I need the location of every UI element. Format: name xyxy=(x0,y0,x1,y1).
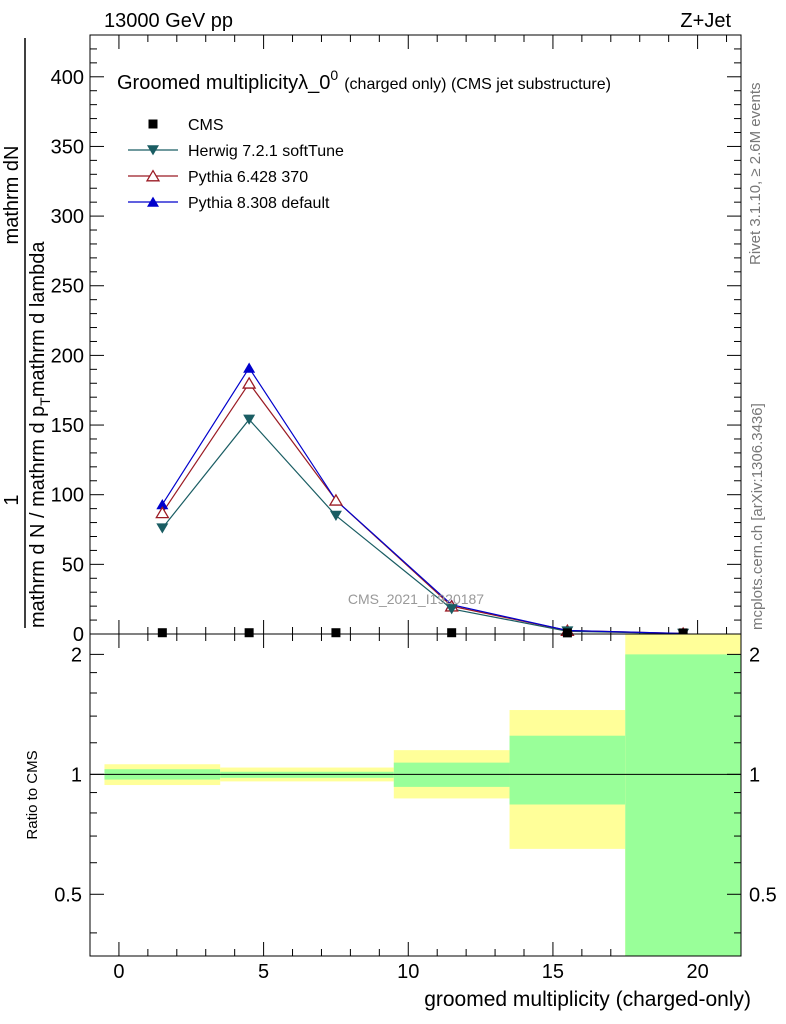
x-tick-label: 0 xyxy=(113,961,124,983)
series-point-cms xyxy=(157,628,167,638)
series-point-cms xyxy=(562,628,572,638)
series-point-pythia-8-308-default xyxy=(243,362,256,373)
ratio-axis-ticks: 0.5 0.51 12 20 5 10 15 20 xyxy=(54,644,777,983)
y-label-prefix: 1 xyxy=(1,494,23,505)
legend-label-herwig-7-2-1-softtune: Herwig 7.2.1 softTune xyxy=(188,143,344,160)
main-y-tick-label: 200 xyxy=(51,345,84,367)
ratio-stat-band xyxy=(509,735,626,805)
ratio-stat-band xyxy=(625,654,741,956)
plot-title-main: Groomed multiplicityλ_0 xyxy=(117,72,330,94)
rivet-label: Rivet 3.1.10, ≥ 2.6M events xyxy=(747,83,764,266)
series-line-pythia-8-308-default xyxy=(161,366,684,635)
main-y-tick-label: 0 xyxy=(73,624,84,646)
main-y-axis-label: 1 mathrm dN mathrm d N / mathrm d pTmath… xyxy=(1,38,53,628)
legend: CMS Herwig 7.2.1 softTune Pythia 6.428 370… xyxy=(128,117,344,212)
legend-label-cms: CMS xyxy=(188,117,224,134)
plot-title: Groomed multiplicityλ_00 (charged only) (… xyxy=(117,67,611,94)
ratio-y-tick-label: 2 xyxy=(71,644,82,666)
series-point-pythia-6-428-370 xyxy=(328,493,344,506)
x-axis-label: groomed multiplicity (charged-only) xyxy=(424,988,751,1011)
series-line-herwig-7-2-1-softtune xyxy=(161,418,684,635)
series-point-pythia-6-428-370 xyxy=(155,506,170,519)
mcplots-label: mcplots.cern.ch [arXiv:1306.3436] xyxy=(749,403,766,630)
main-y-tick-label: 100 xyxy=(51,485,84,507)
x-tick-label: 20 xyxy=(686,961,708,983)
main-y-tick-label: 150 xyxy=(51,415,84,437)
y-label-denominator-suffix: mathrm d lambda xyxy=(27,241,49,397)
plot-title-suffix: (charged only) (CMS jet substructure) xyxy=(344,76,611,93)
legend-marker-cms xyxy=(148,119,158,129)
x-tick-label: 15 xyxy=(542,961,564,983)
analysis-watermark: CMS_2021_I1920187 xyxy=(348,591,484,607)
main-y-tick-label: 250 xyxy=(51,276,84,298)
ratio-plot-frame xyxy=(89,633,742,957)
legend-label-pythia-6-428-370: Pythia 6.428 370 xyxy=(188,169,308,186)
ratio-y-tick-label: 1 xyxy=(71,764,82,786)
legend-marker-herwig-7-2-1-softtune xyxy=(147,145,159,156)
y-label-denominator: mathrm d N / mathrm d pTmathrm d lambda xyxy=(27,241,53,628)
ratio-y-tick-label-right: 2 xyxy=(749,644,760,666)
main-y-tick-label: 400 xyxy=(51,67,84,89)
series-point-cms xyxy=(447,628,457,638)
main-y-tick-label: 300 xyxy=(51,206,84,228)
ratio-y-tick-label: 0.5 xyxy=(54,884,82,906)
legend-marker-pythia-8-308-default xyxy=(147,196,159,207)
plot-title-superscript: 0 xyxy=(330,67,338,83)
ratio-uncertainty-bands xyxy=(104,634,741,956)
y-label-numerator: mathrm dN xyxy=(1,146,23,245)
ratio-plot: 0.5 0.51 12 20 5 10 15 20 xyxy=(54,633,777,983)
ratio-y-tick-label-right: 1 xyxy=(749,764,760,786)
main-series-lines xyxy=(161,366,684,635)
series-point-pythia-6-428-370 xyxy=(241,376,257,389)
main-y-tick-label: 50 xyxy=(62,554,84,576)
ratio-y-tick-label-right: 0.5 xyxy=(749,884,777,906)
series-point-herwig-7-2-1-softtune xyxy=(329,510,342,521)
series-point-herwig-7-2-1-softtune xyxy=(445,604,458,615)
main-y-tick-label: 350 xyxy=(51,136,84,158)
energy-label: 13000 GeV pp xyxy=(104,10,233,32)
series-point-pythia-8-308-default xyxy=(156,499,169,510)
legend-marker-pythia-6-428-370 xyxy=(145,169,161,182)
series-point-herwig-7-2-1-softtune xyxy=(156,523,169,534)
x-tick-label: 5 xyxy=(258,961,269,983)
series-point-cms xyxy=(244,628,254,638)
main-series-markers xyxy=(155,362,691,639)
y-label-subscript: T xyxy=(37,397,53,406)
x-tick-label: 10 xyxy=(397,961,419,983)
legend-label-pythia-8-308-default: Pythia 8.308 default xyxy=(188,195,330,212)
y-label-denominator-prefix: mathrm d N / mathrm d p xyxy=(27,406,49,628)
series-point-cms xyxy=(678,628,688,638)
series-point-cms xyxy=(331,628,341,638)
ratio-y-axis-label: Ratio to CMS xyxy=(24,750,41,839)
series-point-herwig-7-2-1-softtune xyxy=(243,414,256,425)
process-label: Z+Jet xyxy=(680,10,731,32)
